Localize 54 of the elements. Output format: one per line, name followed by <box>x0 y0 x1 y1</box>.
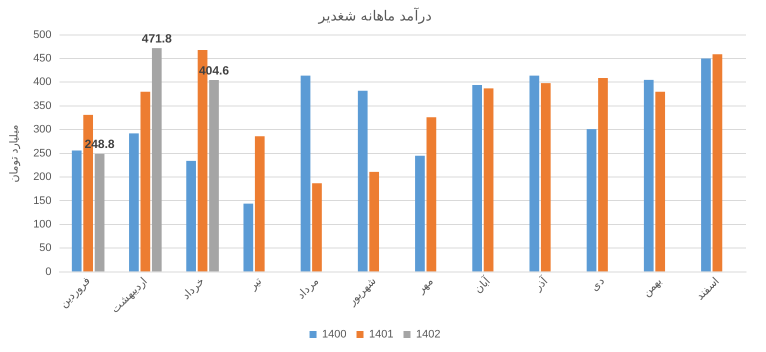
y-tick-label: 150 <box>33 194 52 207</box>
bar <box>644 80 654 272</box>
data-label: 471.8 <box>142 31 172 46</box>
bar <box>129 133 139 272</box>
legend-label: 1402 <box>416 328 440 341</box>
bar <box>358 90 368 272</box>
x-tick-label: شهریور <box>345 275 378 309</box>
bar <box>426 117 436 272</box>
bar <box>72 150 82 272</box>
y-tick-label: 300 <box>33 124 52 136</box>
bar <box>540 83 551 272</box>
x-tick-label: خرداد <box>180 275 207 302</box>
x-tick-label: فروردین <box>58 275 92 310</box>
bar <box>140 92 150 272</box>
bar <box>209 80 219 272</box>
x-tick-label: مرداد <box>295 275 322 302</box>
bar <box>312 183 322 272</box>
bar <box>484 88 494 272</box>
x-tick-label: اسفند <box>694 275 722 303</box>
y-axis-title: میلیارد تومان <box>8 124 21 182</box>
bar <box>472 85 482 272</box>
bar <box>369 172 380 272</box>
bar <box>186 160 196 272</box>
y-tick-label: 350 <box>33 100 52 112</box>
x-tick-label: آبان <box>472 274 494 296</box>
x-tick-label: مهر <box>414 275 436 297</box>
legend-label: 1401 <box>369 328 394 341</box>
x-tick-label: تیر <box>246 275 264 293</box>
y-tick-label: 50 <box>39 242 52 254</box>
bar <box>94 154 104 272</box>
bar <box>152 48 162 272</box>
bar <box>655 92 666 272</box>
bar <box>415 156 425 272</box>
x-tick-label: دی <box>588 275 608 294</box>
y-tick-label: 500 <box>33 28 52 41</box>
y-tick-label: 450 <box>33 52 52 65</box>
y-tick-label: 400 <box>33 76 52 88</box>
y-tick-label: 0 <box>45 266 52 278</box>
bar <box>586 129 596 272</box>
y-tick-label: 250 <box>33 147 52 160</box>
bar <box>712 54 722 272</box>
x-tick-label: اردیبهشت <box>109 275 150 316</box>
bar <box>701 58 711 272</box>
bar <box>243 204 254 272</box>
legend-label: 1400 <box>322 328 347 341</box>
x-tick-label: بهمن <box>640 275 664 300</box>
bar <box>300 76 310 272</box>
bar <box>254 136 265 272</box>
chart-title: درآمد ماهانه شغدیر <box>318 6 432 24</box>
y-tick-label: 200 <box>33 171 52 184</box>
x-tick-label: آذر <box>530 274 551 294</box>
bar <box>529 76 540 272</box>
y-tick-label: 100 <box>33 218 52 230</box>
bar <box>598 78 608 272</box>
